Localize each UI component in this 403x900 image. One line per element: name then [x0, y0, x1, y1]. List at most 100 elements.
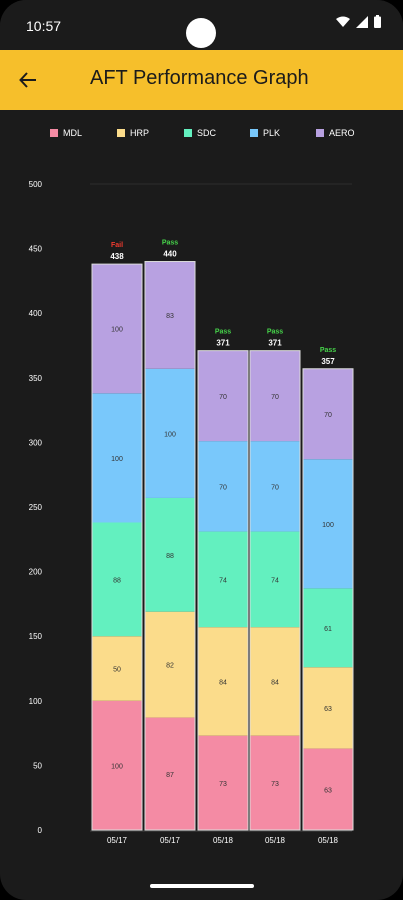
bar-segment-hrp [303, 667, 353, 749]
y-tick-label: 450 [29, 245, 43, 254]
legend-label-mdl: MDL [63, 128, 83, 138]
bar-segment-mdl [145, 717, 195, 830]
bar-segment-value: 70 [324, 412, 332, 419]
legend-label-aero: AERO [329, 128, 355, 138]
bar-segment-plk [250, 441, 300, 532]
y-tick-label: 250 [29, 503, 43, 512]
y-tick-label: 0 [38, 826, 43, 835]
bar-total-label: 438 [110, 252, 124, 261]
y-tick-label: 500 [29, 180, 43, 189]
camera-cutout [186, 18, 216, 48]
bar-status-label: Fail [111, 242, 123, 249]
y-tick-label: 100 [29, 697, 43, 706]
x-tick-label: 05/18 [318, 836, 339, 845]
legend-item-hrp: HRP [117, 128, 149, 138]
bar-segment-plk [198, 441, 248, 532]
legend-label-hrp: HRP [130, 128, 150, 138]
bar-segment-value: 88 [166, 553, 174, 560]
bar-segment-value: 88 [113, 577, 121, 584]
bar-segment-aero [92, 264, 142, 394]
bar-total-label: 371 [216, 339, 230, 348]
bar-segment-value: 100 [111, 763, 123, 770]
app-bar: AFT Performance Graph [0, 50, 403, 110]
legend-label-sdc: SDC [197, 128, 217, 138]
bar-segment-sdc [303, 588, 353, 668]
wifi-icon [336, 16, 350, 27]
y-tick-label: 300 [29, 438, 43, 447]
legend-swatch-aero [316, 129, 324, 137]
bar-segment-hrp [198, 627, 248, 736]
bar-segment-value: 63 [324, 706, 332, 713]
bar-outline [249, 350, 301, 831]
bar-segment-aero [303, 368, 353, 460]
bar-segment-aero [250, 350, 300, 442]
signal-icon [356, 15, 368, 28]
bar-segment-plk [92, 393, 142, 523]
bar-segment-value: 100 [322, 522, 334, 529]
bar-outline [197, 350, 249, 831]
bar-outline [144, 261, 196, 831]
bar-segment-hrp [250, 627, 300, 736]
bar-segment-value: 74 [271, 577, 279, 584]
bar-segment-value: 74 [219, 577, 227, 584]
y-tick-label: 400 [29, 309, 43, 318]
bar-outline [302, 368, 354, 831]
bar-total-label: 371 [268, 339, 282, 348]
bar-outline [91, 263, 143, 831]
legend-label-plk: PLK [263, 128, 281, 138]
back-button[interactable] [12, 64, 44, 96]
bar-segment-value: 63 [324, 787, 332, 794]
bar-segment-sdc [92, 522, 142, 637]
bar-segment-mdl [198, 735, 248, 830]
bar-segment-value: 73 [219, 781, 227, 788]
bar-segment-value: 84 [271, 679, 279, 686]
legend-swatch-hrp [117, 129, 125, 137]
bar-segment-value: 82 [166, 663, 174, 670]
bar-segment-hrp [145, 611, 195, 718]
bar-segment-value: 73 [271, 781, 279, 788]
bar-segment-sdc [250, 531, 300, 628]
y-tick-label: 150 [29, 632, 43, 641]
status-bar: 10:57 [0, 0, 403, 50]
bar-segment-value: 70 [271, 394, 279, 401]
bar-segment-value: 50 [113, 667, 121, 674]
legend-swatch-mdl [50, 129, 58, 137]
legend-item-mdl: MDL [50, 128, 82, 138]
bar-total-label: 357 [321, 357, 335, 366]
legend-item-plk: PLK [250, 128, 280, 138]
bar-segment-value: 61 [324, 626, 332, 633]
bar-segment-plk [303, 459, 353, 589]
legend-swatch-sdc [184, 129, 192, 137]
bar-status-label: Pass [215, 329, 231, 336]
bar-segment-value: 87 [166, 772, 174, 779]
bar-segment-value: 70 [219, 484, 227, 491]
bar-segment-value: 100 [111, 456, 123, 463]
bar-total-label: 440 [163, 250, 177, 259]
bar-segment-aero [145, 261, 195, 369]
bar-segment-value: 100 [164, 431, 176, 438]
bar-segment-sdc [145, 497, 195, 612]
legend-swatch-plk [250, 129, 258, 137]
arrow-back-icon [19, 72, 36, 88]
bar-segment-value: 70 [271, 484, 279, 491]
y-tick-label: 200 [29, 568, 43, 577]
x-tick-label: 05/18 [265, 836, 286, 845]
home-indicator[interactable] [150, 884, 254, 888]
bar-segment-mdl [250, 735, 300, 830]
bar-segment-value: 70 [219, 394, 227, 401]
bar-segment-value: 100 [111, 327, 123, 334]
y-tick-label: 350 [29, 374, 43, 383]
status-icons [336, 15, 381, 28]
chart-legend: MDL HRP SDC PLK AERO [0, 128, 403, 144]
bar-segment-mdl [92, 700, 142, 830]
y-tick-label: 50 [33, 761, 42, 770]
page-title: AFT Performance Graph [90, 67, 309, 89]
bar-segment-hrp [92, 636, 142, 701]
battery-icon [374, 15, 381, 28]
bar-segment-sdc [198, 531, 248, 628]
x-tick-label: 05/17 [160, 836, 181, 845]
x-tick-label: 05/18 [213, 836, 234, 845]
x-tick-label: 05/17 [107, 836, 128, 845]
